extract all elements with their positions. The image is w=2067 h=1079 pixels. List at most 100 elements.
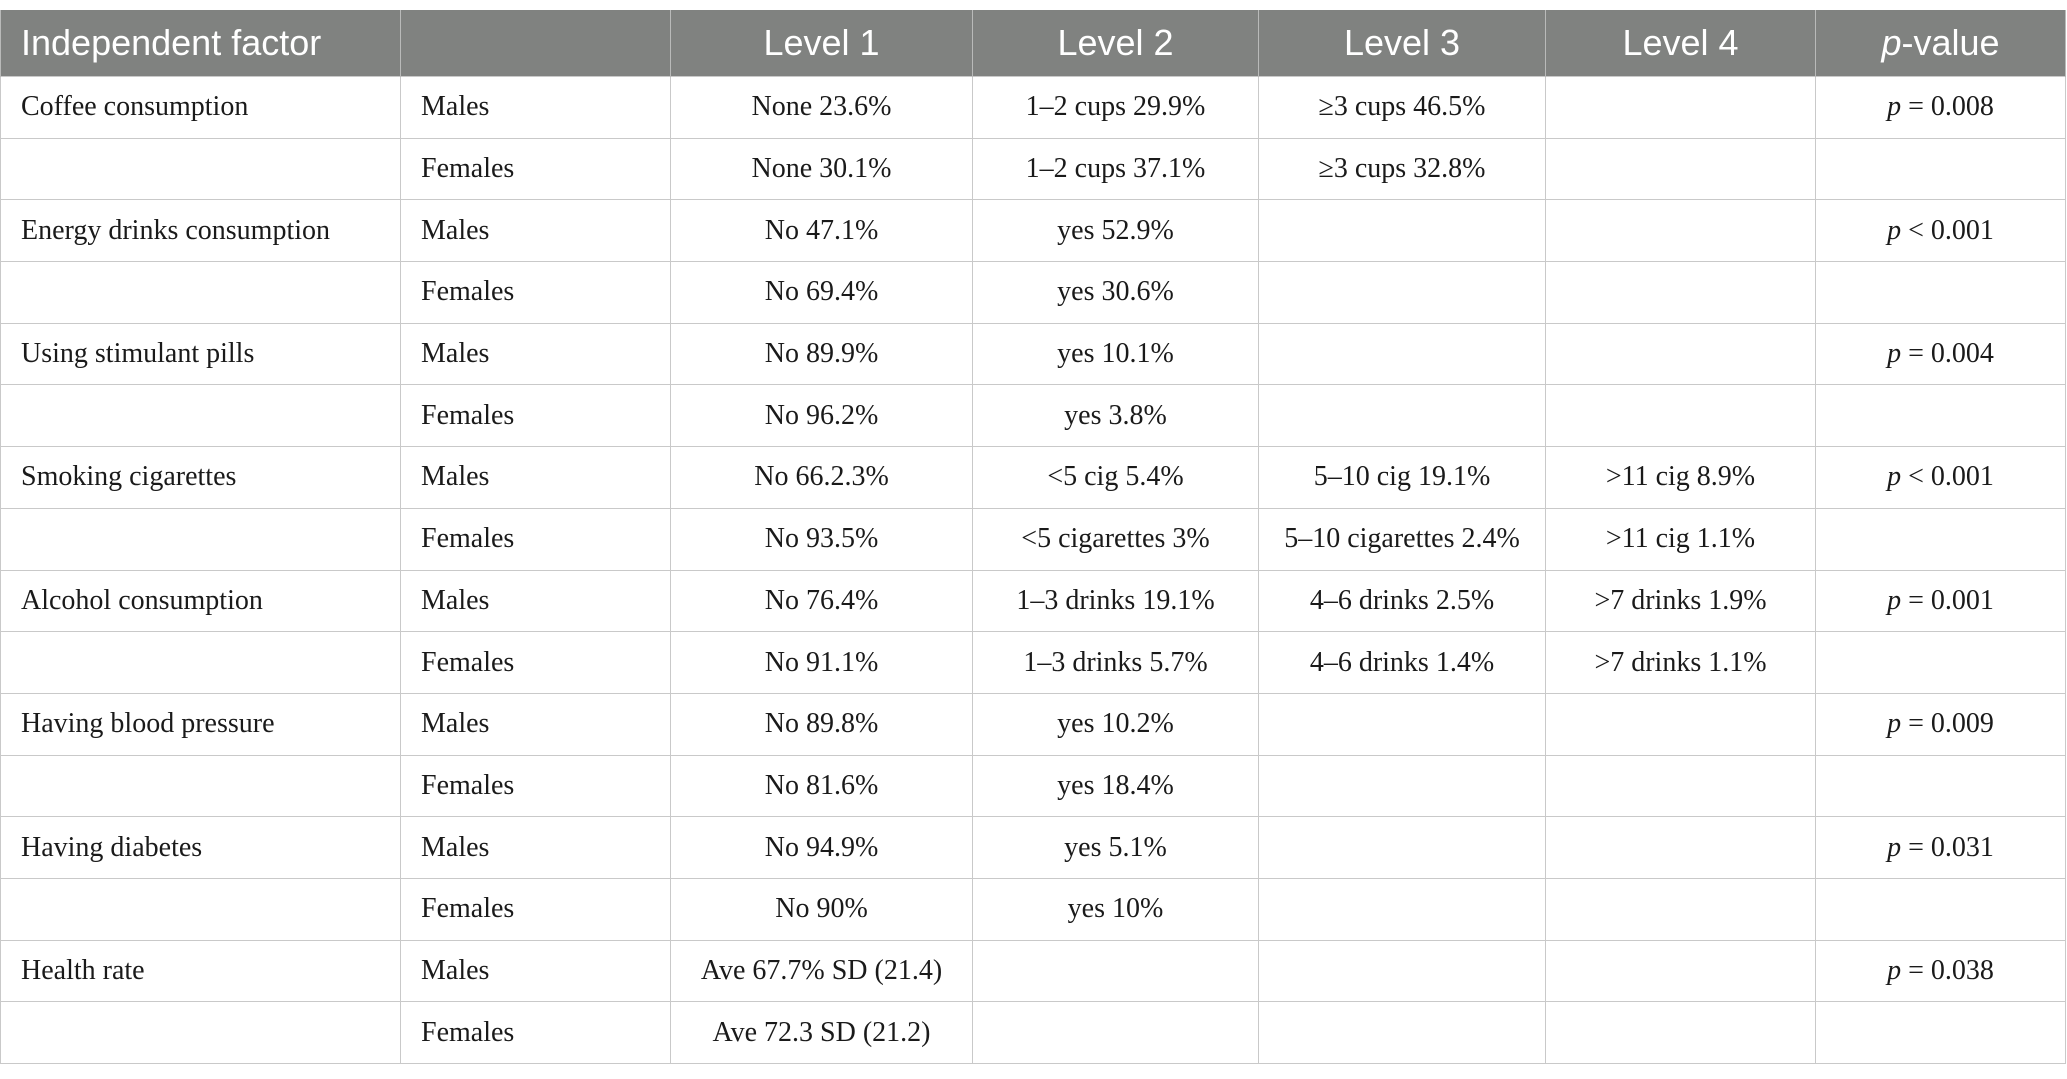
table-row: Females No 96.2% yes 3.8% — [0, 384, 2066, 448]
p-value-cell — [1815, 877, 2066, 941]
level-4-cell — [1545, 1001, 1816, 1064]
table-row: Smoking cigarettes Males No 66.2.3% <5 cig … — [0, 446, 2066, 509]
factor-cell — [0, 384, 401, 448]
level-3-cell — [1258, 754, 1546, 818]
p-value-cell: p = 0.009 — [1815, 692, 2066, 756]
level-1-cell: Ave 72.3 SD (21.2) — [670, 1001, 973, 1064]
level-2-cell: yes 30.6% — [972, 261, 1259, 324]
level-1-cell: No 94.9% — [670, 816, 973, 879]
sex-cell: Females — [400, 507, 671, 571]
level-1-cell: None 30.1% — [670, 137, 973, 201]
level-1-cell: No 47.1% — [670, 199, 973, 263]
p-value-text: < 0.001 — [1901, 214, 1994, 246]
level-2-cell: 1–3 drinks 19.1% — [972, 569, 1259, 633]
table-row: Females No 81.6% yes 18.4% — [0, 754, 2066, 818]
factor-cell: Having blood pressure — [0, 692, 401, 756]
level-4-cell: >11 cig 1.1% — [1545, 507, 1816, 571]
level-4-cell — [1545, 877, 1816, 941]
level-2-cell: yes 3.8% — [972, 384, 1259, 448]
level-2-cell: <5 cig 5.4% — [972, 446, 1259, 509]
p-value-text: = 0.008 — [1901, 91, 1994, 123]
header-level-2: Level 2 — [972, 10, 1259, 77]
level-1-cell: No 90% — [670, 877, 973, 941]
p-value-cell — [1815, 137, 2066, 201]
factor-cell — [0, 1001, 401, 1064]
header-level-1: Level 1 — [670, 10, 973, 77]
p-value-cell — [1815, 1001, 2066, 1064]
level-4-cell — [1545, 137, 1816, 201]
level-4-cell — [1545, 384, 1816, 448]
level-3-cell — [1258, 322, 1546, 386]
p-value-text: = 0.001 — [1901, 584, 1994, 616]
sex-cell: Females — [400, 1001, 671, 1064]
level-3-cell: 5–10 cigarettes 2.4% — [1258, 507, 1546, 571]
sex-cell: Males — [400, 692, 671, 756]
table-row: Females No 69.4% yes 30.6% — [0, 261, 2066, 324]
level-2-cell: yes 10.1% — [972, 322, 1259, 386]
p-value-cell: p < 0.001 — [1815, 446, 2066, 509]
level-4-cell — [1545, 816, 1816, 879]
table-row: Females Ave 72.3 SD (21.2) — [0, 1001, 2066, 1064]
table-row: Health rate Males Ave 67.7% SD (21.4) p = 0… — [0, 939, 2066, 1003]
level-4-cell — [1545, 939, 1816, 1003]
factor-cell: Energy drinks consumption — [0, 199, 401, 263]
level-3-cell: ≥3 cups 46.5% — [1258, 76, 1546, 139]
level-3-cell — [1258, 261, 1546, 324]
sex-cell: Males — [400, 446, 671, 509]
p-value-text: = 0.004 — [1901, 338, 1994, 370]
sex-cell: Females — [400, 754, 671, 818]
sex-cell: Females — [400, 261, 671, 324]
p-symbol: p — [1887, 954, 1902, 986]
level-1-cell: No 66.2.3% — [670, 446, 973, 509]
level-1-cell: No 76.4% — [670, 569, 973, 633]
level-3-cell — [1258, 939, 1546, 1003]
level-1-cell: No 89.9% — [670, 322, 973, 386]
factor-cell — [0, 631, 401, 694]
p-symbol: p — [1887, 214, 1902, 246]
level-3-cell — [1258, 199, 1546, 263]
header-level-3: Level 3 — [1258, 10, 1546, 77]
sex-cell: Males — [400, 816, 671, 879]
p-value-cell — [1815, 631, 2066, 694]
table-row: Females No 93.5% <5 cigarettes 3% 5–10 ciga… — [0, 507, 2066, 571]
header-p-value: p-value — [1815, 10, 2066, 77]
level-3-cell: 4–6 drinks 1.4% — [1258, 631, 1546, 694]
header-p-symbol: p — [1881, 22, 1902, 63]
level-3-cell: 5–10 cig 19.1% — [1258, 446, 1546, 509]
table-row: Having blood pressure Males No 89.8% yes 10… — [0, 692, 2066, 756]
table-body: Coffee consumption Males None 23.6% 1–2 cup… — [0, 76, 2066, 1064]
table-row: Females No 90% yes 10% — [0, 877, 2066, 941]
factor-cell — [0, 754, 401, 818]
p-value-cell: p = 0.031 — [1815, 816, 2066, 879]
p-value-cell — [1815, 754, 2066, 818]
level-2-cell — [972, 939, 1259, 1003]
p-symbol: p — [1887, 831, 1902, 863]
level-1-cell: No 93.5% — [670, 507, 973, 571]
results-table-container: Independent factor Level 1 Level 2 Level… — [0, 10, 2067, 1064]
level-1-cell: Ave 67.7% SD (21.4) — [670, 939, 973, 1003]
level-3-cell — [1258, 877, 1546, 941]
level-2-cell: yes 5.1% — [972, 816, 1259, 879]
level-4-cell — [1545, 322, 1816, 386]
factor-cell — [0, 261, 401, 324]
level-2-cell: yes 18.4% — [972, 754, 1259, 818]
level-1-cell: No 69.4% — [670, 261, 973, 324]
sex-cell: Females — [400, 631, 671, 694]
sex-cell: Females — [400, 384, 671, 448]
table-row: Energy drinks consumption Males No 47.1% ye… — [0, 199, 2066, 263]
header-row: Independent factor Level 1 Level 2 Level… — [0, 10, 2066, 77]
sex-cell: Males — [400, 322, 671, 386]
p-symbol: p — [1887, 91, 1902, 123]
header-sex — [400, 10, 671, 77]
sex-cell: Males — [400, 939, 671, 1003]
p-value-text: < 0.001 — [1901, 461, 1994, 493]
factor-cell — [0, 507, 401, 571]
level-2-cell: <5 cigarettes 3% — [972, 507, 1259, 571]
level-1-cell: No 81.6% — [670, 754, 973, 818]
header-level-4: Level 4 — [1545, 10, 1816, 77]
p-symbol: p — [1887, 584, 1902, 616]
sex-cell: Females — [400, 877, 671, 941]
p-value-cell: p = 0.001 — [1815, 569, 2066, 633]
level-4-cell — [1545, 199, 1816, 263]
p-value-cell — [1815, 507, 2066, 571]
